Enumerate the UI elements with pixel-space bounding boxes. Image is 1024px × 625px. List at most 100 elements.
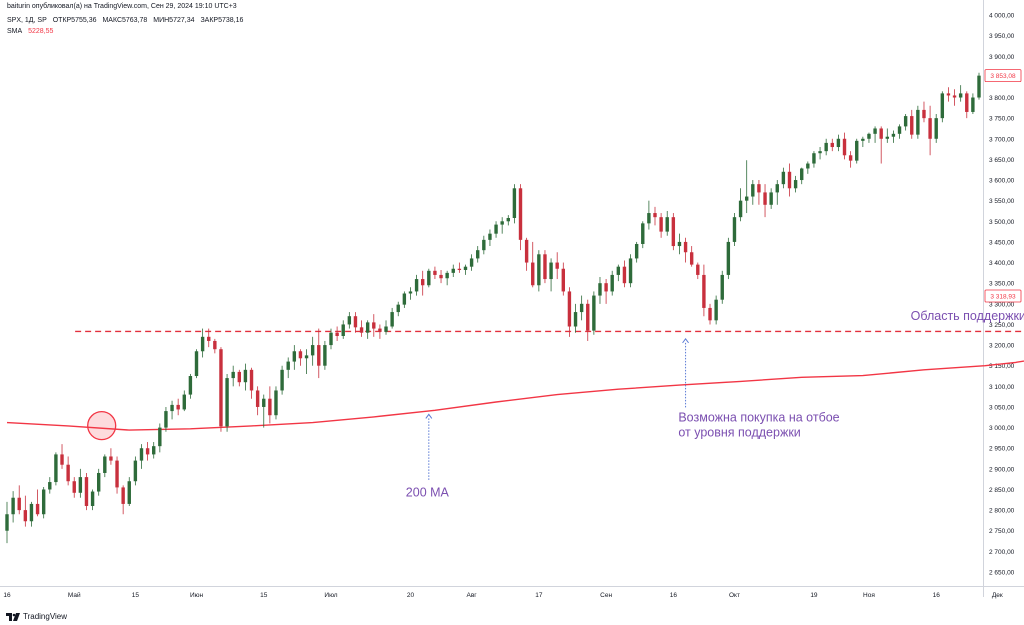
price-tick-label: 3 300,00 [989,301,1015,308]
price-tick-label: 3 800,00 [989,95,1015,102]
close-value: ЗАКР5738,16 [200,17,244,24]
price-tick-label: 2 750,00 [989,528,1015,535]
ma-annotation-arrow-head [425,413,433,419]
price-tick-label: 3 250,00 [989,322,1015,329]
candle-body [427,270,431,286]
ma-annotation-label: 200 МА [406,486,450,500]
candle-body [469,258,474,267]
time-tick-label: 20 [407,592,415,599]
candle-body [384,326,388,332]
candle-body [622,266,627,284]
sma-label: SMA [7,28,23,35]
candle-body [335,332,339,336]
candle-body [824,142,828,152]
sma-legend[interactable]: SMA 5228,55 [7,28,57,35]
price-tick-label: 3 450,00 [989,239,1015,246]
candle-body [573,312,578,327]
candle-body [286,361,290,370]
candle-body [317,345,321,366]
time-tick-label: Окт [729,592,740,599]
candle-body [390,312,394,327]
crossover-highlight-circle [87,411,117,441]
time-tick-label: 19 [810,592,818,599]
candle-body [182,394,186,410]
candle-body [482,239,486,251]
sma-value: 5228,55 [28,28,54,35]
price-tick-label: 3 050,00 [989,404,1015,411]
candle-body [341,324,345,336]
candle-body [84,477,89,506]
candle-body [378,328,382,332]
candle-body [188,376,193,395]
time-tick-label: 16 [933,592,941,599]
tradingview-footer[interactable]: TradingView [6,612,67,621]
candle-body [628,258,633,284]
candle-body [365,322,370,333]
candle-body [402,293,407,305]
candle-body [928,118,932,139]
candle-body [830,142,834,148]
price-tick-label: 3 900,00 [989,54,1015,61]
last-price-label: 3 853,08 [990,73,1016,80]
candle-body [873,128,877,134]
candle-body [139,448,144,461]
candle-body [708,307,712,321]
candle-body [531,262,535,286]
candle-body [793,180,798,189]
candle-body [836,138,841,148]
publisher-line: baiturin опубликовал(а) на TradingView.c… [7,3,237,10]
price-tick-label: 3 600,00 [989,178,1015,185]
price-tick-label: 2 650,00 [989,570,1015,577]
candle-body [115,460,119,488]
candle-body [897,126,902,134]
candle-body [561,268,566,292]
buy-annotation-label-line2: от уровня поддержки [678,426,800,440]
symbol-ohlc-line: SPX, 1Д, SP ОТКР5755,36 МАКС5763,78 МИН5… [7,17,247,24]
candle-body [922,109,926,119]
candle-body [17,497,21,511]
price-tick-label: 2 800,00 [989,508,1015,515]
candle-body [506,217,510,222]
candle-body [60,454,64,465]
candle-body [751,184,755,197]
candle-body [164,411,168,428]
candle-body [109,456,113,461]
price-tick-label: 3 100,00 [989,384,1015,391]
buy-annotation-arrow-head [682,338,689,344]
time-tick-label: 16 [670,592,678,599]
tradingview-brand: TradingView [23,612,68,621]
candle-body [971,97,975,112]
candle-body [310,345,315,356]
candle-body [586,303,590,331]
candle-body [879,128,883,139]
candle-body [170,404,174,412]
candle-body [702,274,706,308]
candle-body [537,254,541,286]
candle-body [207,336,211,341]
candle-body [775,184,779,193]
candle-body [35,503,40,515]
candle-body [641,223,645,244]
ma-200-line [6,360,1024,431]
candle-body [696,264,700,275]
price-tick-label: 3 150,00 [989,363,1015,370]
candle-body [347,316,352,325]
candle-body [451,268,455,273]
candle-body [439,274,443,279]
candle-body [567,291,572,327]
candle-body [659,217,663,232]
candle-body [194,351,199,377]
candle-body [249,369,254,391]
candle-body [965,93,969,112]
candle-body [280,369,284,391]
candle-body [524,239,529,263]
price-tick-label: 3 350,00 [989,281,1015,288]
candle-body [255,390,260,407]
candle-body [414,279,419,292]
candle-body [818,151,822,154]
candle-body [885,136,890,139]
time-tick-label: 17 [535,592,543,599]
candle-body [219,349,223,427]
candle-body [598,283,602,296]
